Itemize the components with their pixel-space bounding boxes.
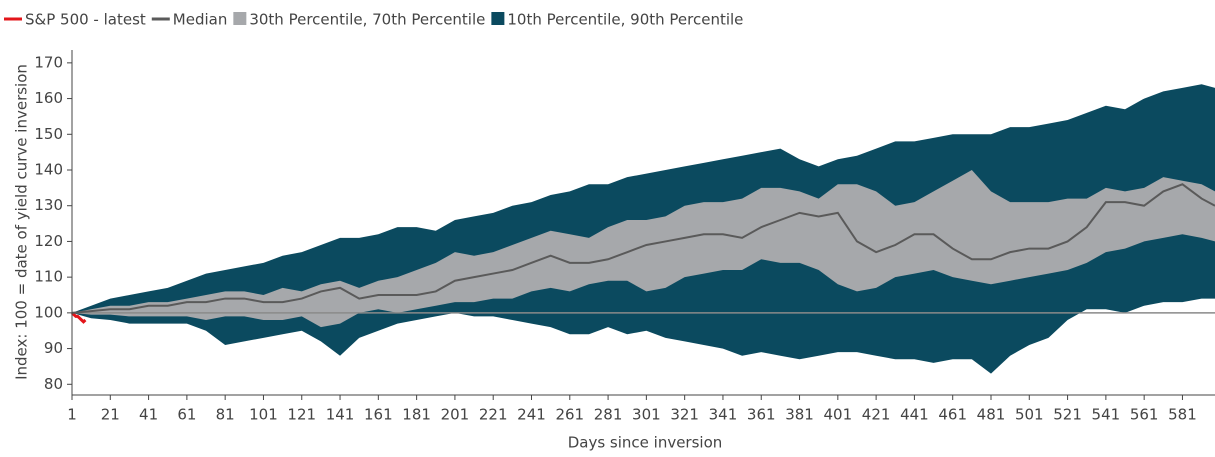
x-tick-label: 541 — [1092, 406, 1121, 424]
x-axis-label: Days since inversion — [568, 434, 723, 452]
legend-swatch — [491, 12, 505, 25]
x-tick-label: 441 — [900, 406, 929, 424]
x-tick-label: 261 — [555, 406, 584, 424]
x-tick-label: 161 — [364, 406, 393, 424]
x-tick-label: 581 — [1168, 406, 1197, 424]
y-tick-label: 100 — [34, 303, 63, 321]
y-tick-label: 160 — [34, 89, 63, 107]
x-tick-label: 81 — [216, 406, 235, 424]
y-tick-label: 150 — [34, 125, 63, 143]
band-area — [72, 170, 1215, 328]
x-tick-label: 461 — [938, 406, 967, 424]
x-tick-label: 141 — [326, 406, 355, 424]
legend-swatch — [233, 12, 247, 25]
x-tick-label: 241 — [517, 406, 546, 424]
y-tick-label: 120 — [34, 232, 63, 250]
x-tick-label: 381 — [785, 406, 814, 424]
legend-label: S&P 500 - latest — [25, 11, 146, 29]
x-tick-label: 321 — [670, 406, 699, 424]
x-tick-label: 341 — [709, 406, 738, 424]
x-tick-label: 121 — [287, 406, 316, 424]
x-tick-label: 221 — [479, 406, 508, 424]
series-line — [70, 311, 87, 324]
x-tick-label: 21 — [101, 406, 120, 424]
series-line — [71, 183, 1215, 314]
legend-label: 10th Percentile, 90th Percentile — [507, 11, 743, 29]
x-tick-label: 201 — [441, 406, 470, 424]
y-tick-label: 90 — [44, 339, 63, 357]
x-tick-label: 401 — [824, 406, 853, 424]
legend-label: 30th Percentile, 70th Percentile — [249, 11, 485, 29]
legend-label: Median — [173, 11, 228, 29]
x-tick-label: 301 — [632, 406, 661, 424]
x-tick-label: 101 — [249, 406, 278, 424]
x-tick-label: 521 — [1053, 406, 1082, 424]
x-tick-label: 181 — [402, 406, 431, 424]
y-axis-label: Index: 100 = date of yield curve inversi… — [13, 64, 31, 380]
y-tick-label: 130 — [34, 196, 63, 214]
y-tick-label: 80 — [44, 375, 63, 393]
y-tick-label: 110 — [34, 268, 63, 286]
x-tick-label: 501 — [1015, 406, 1044, 424]
x-tick-label: 281 — [594, 406, 623, 424]
y-tick-label: 140 — [34, 161, 63, 179]
y-tick-label: 170 — [34, 53, 63, 71]
x-tick-label: 41 — [139, 406, 158, 424]
x-tick-label: 561 — [1130, 406, 1159, 424]
x-tick-label: 421 — [862, 406, 891, 424]
x-tick-label: 1 — [67, 406, 77, 424]
x-tick-label: 361 — [747, 406, 776, 424]
x-tick-label: 481 — [977, 406, 1006, 424]
x-tick-label: 61 — [177, 406, 196, 424]
